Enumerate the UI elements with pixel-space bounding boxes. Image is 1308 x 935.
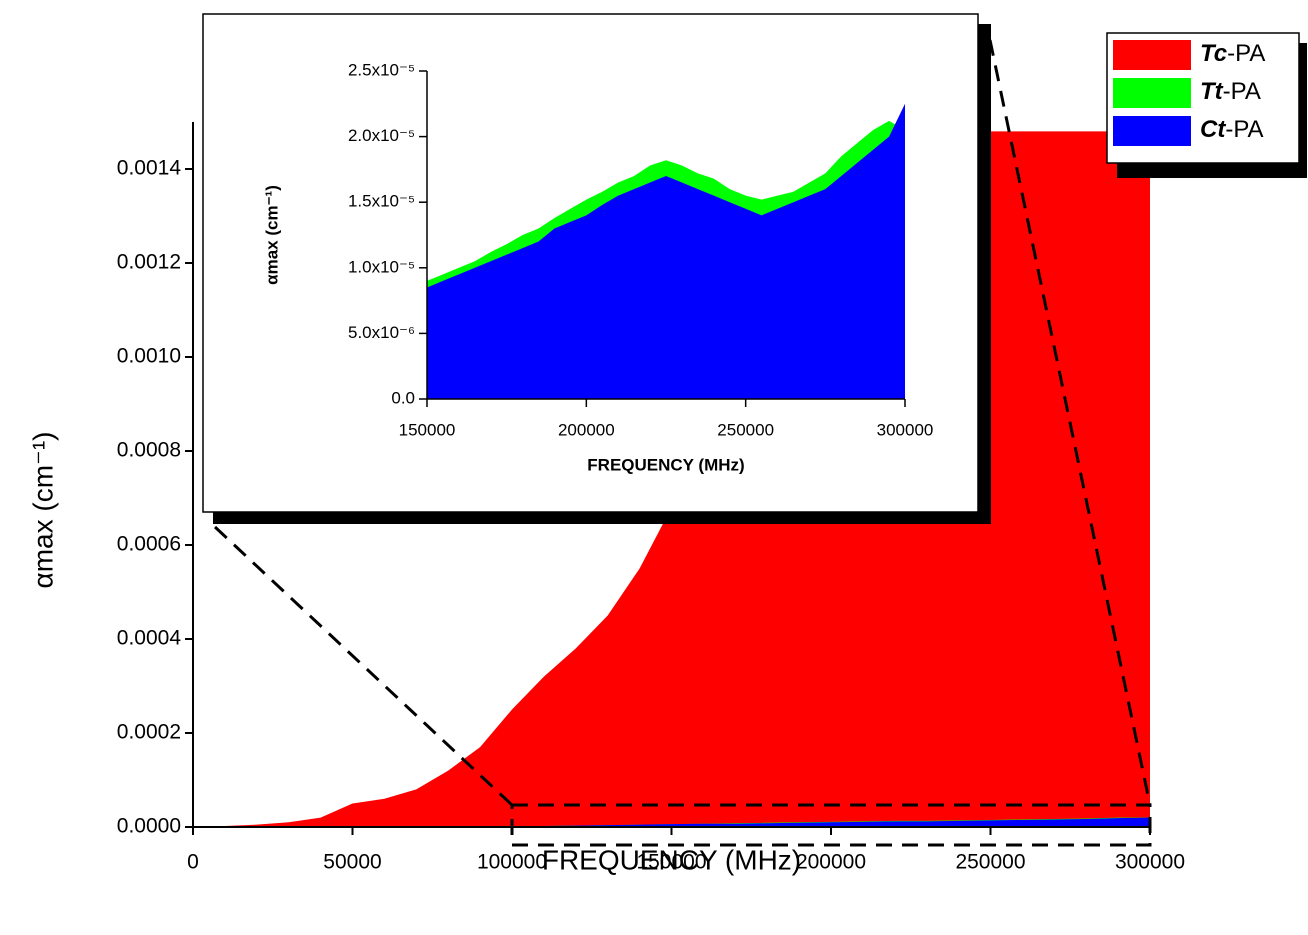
x-tick-label: 100000 bbox=[477, 851, 547, 874]
zoom-guides bbox=[213, 39, 1152, 847]
legend-label: Ct-PA bbox=[1200, 116, 1264, 143]
x-tick-label: 150000 bbox=[636, 851, 706, 874]
area bbox=[193, 817, 1150, 827]
legend-label: Tc-PA bbox=[1200, 40, 1265, 67]
inset-plot: 0.0 5.0x10⁻⁶ 1.0x10⁻⁵ 1.5x10⁻⁵ 2.0x10⁻⁵ 2.5x1… bbox=[262, 60, 933, 474]
legend-swatch bbox=[1113, 78, 1191, 108]
y-tick-label: 1.0x10⁻⁵ bbox=[348, 257, 415, 276]
y-tick-label: 5.0x10⁻⁶ bbox=[348, 323, 415, 342]
x-tick-label: 150000 bbox=[399, 420, 456, 439]
y-tick-label: 0.0012 bbox=[117, 251, 181, 274]
legend-label: Tt-PA bbox=[1200, 78, 1261, 105]
y-tick-label: 0.0000 bbox=[117, 815, 181, 838]
x-tick-label: 200000 bbox=[796, 851, 866, 874]
x-tick-label: 300000 bbox=[1115, 851, 1185, 874]
y-axis-title: αmax (cm⁻¹) bbox=[262, 185, 281, 285]
y-tick-label: 0.0004 bbox=[117, 627, 182, 650]
y-tick-label: 0.0 bbox=[391, 388, 415, 407]
x-tick-label: 250000 bbox=[717, 420, 774, 439]
x-axis-title: FREQUENCY (MHz) bbox=[542, 844, 801, 875]
legend-swatch bbox=[1113, 40, 1191, 70]
x-tick-label: 50000 bbox=[323, 851, 381, 874]
zoom-line bbox=[988, 39, 1152, 806]
x-tick-label: 0 bbox=[187, 851, 199, 874]
y-tick-label: 0.0010 bbox=[117, 345, 181, 368]
legend: Tc-PA Tt-PA Ct-PA bbox=[1113, 40, 1265, 146]
y-axis-title: αmax (cm⁻¹) bbox=[27, 432, 58, 589]
area bbox=[427, 103, 905, 400]
x-tick-label: 250000 bbox=[955, 851, 1025, 874]
zoom-region bbox=[510, 803, 1152, 847]
y-tick-label: 1.5x10⁻⁵ bbox=[348, 192, 415, 211]
legend-swatch bbox=[1113, 116, 1191, 146]
x-axis-title: FREQUENCY (MHz) bbox=[587, 455, 744, 474]
y-tick-label: 0.0002 bbox=[117, 721, 181, 744]
zoom-line bbox=[213, 525, 514, 807]
x-tick-label: 300000 bbox=[877, 420, 934, 439]
y-tick-label: 2.0x10⁻⁵ bbox=[348, 126, 415, 145]
y-tick-label: 0.0014 bbox=[117, 157, 182, 180]
x-tick-label: 200000 bbox=[558, 420, 615, 439]
y-tick-label: 0.0008 bbox=[117, 439, 181, 462]
y-tick-label: 2.5x10⁻⁵ bbox=[348, 60, 415, 79]
y-tick-label: 0.0006 bbox=[117, 533, 181, 556]
